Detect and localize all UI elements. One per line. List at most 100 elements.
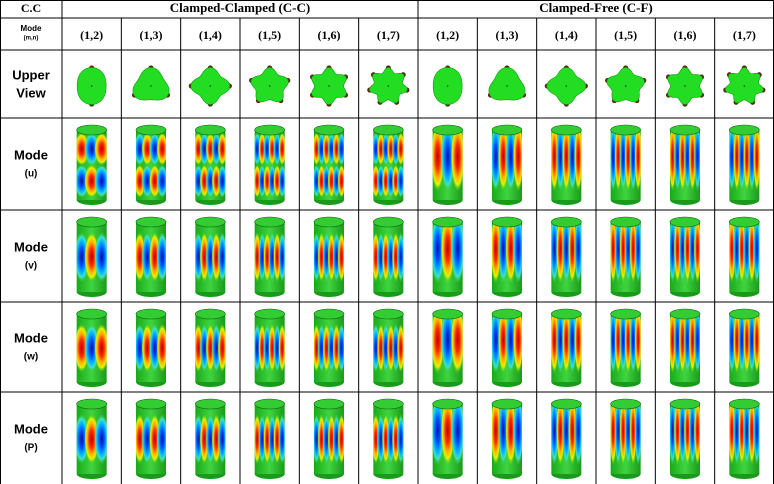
- mode-shape: [135, 308, 167, 387]
- mode-number: (1,6): [318, 28, 341, 42]
- contours: [254, 413, 285, 465]
- contours: [76, 231, 107, 283]
- contours: [492, 314, 522, 374]
- contour-spot: [729, 314, 736, 374]
- contour-spot: [574, 314, 582, 374]
- contours: [195, 323, 226, 373]
- mode-shape: [313, 216, 345, 297]
- contour-spot: [440, 222, 455, 284]
- contour-spot: [753, 314, 760, 374]
- cylinder-top: [195, 398, 226, 410]
- contour-spot: [562, 314, 571, 374]
- mode-shape: [195, 124, 226, 205]
- mode-shape: [76, 308, 107, 387]
- contour-spot: [278, 413, 285, 465]
- contour-spot: [440, 314, 455, 374]
- contour-spot: [733, 130, 741, 192]
- mode-shape: [254, 216, 285, 297]
- mode-shape: [610, 398, 641, 479]
- contour-spot: [743, 130, 751, 192]
- contour-spot: [748, 404, 756, 466]
- header-band: [0, 0, 774, 50]
- contour-spot: [397, 132, 404, 166]
- contours: [136, 231, 166, 283]
- contours: [729, 404, 760, 466]
- mode-shape: [135, 216, 167, 297]
- contour-spot: [674, 314, 681, 374]
- cylinder-top: [373, 216, 404, 228]
- cylinder-top: [551, 124, 582, 136]
- contour-spot: [94, 231, 107, 283]
- contour-spot: [574, 222, 582, 284]
- contour-spot: [743, 314, 751, 374]
- center-dot: [446, 85, 449, 87]
- center-dot: [268, 85, 271, 87]
- contour-spot: [753, 222, 760, 284]
- cylinder-top: [551, 216, 582, 228]
- contours: [314, 132, 344, 198]
- contour-spot: [505, 314, 516, 374]
- contour-spot: [614, 222, 622, 284]
- cylinder-top: [432, 216, 463, 228]
- corner-label: C.C: [21, 1, 41, 15]
- mode-shape: [373, 124, 404, 205]
- contour-spot: [753, 130, 760, 192]
- contour-spot: [278, 164, 285, 198]
- contour-spot: [629, 222, 637, 284]
- contour-spot: [562, 404, 571, 466]
- cylinder-top: [313, 308, 345, 320]
- contour-spot: [748, 314, 756, 374]
- contour-spot: [614, 404, 622, 466]
- contours: [254, 323, 285, 373]
- row-sublabel: (P): [24, 443, 37, 454]
- row-label: Mode: [14, 421, 48, 436]
- contours: [432, 222, 463, 284]
- mode-shape: [610, 124, 641, 205]
- contours: [373, 413, 404, 465]
- contour-spot: [619, 222, 627, 284]
- cylinder-top: [313, 398, 345, 410]
- contour-spot: [156, 323, 166, 373]
- contours: [551, 222, 582, 284]
- row-label: Mode: [14, 147, 48, 162]
- cylinder-top: [313, 216, 345, 228]
- center-dot: [328, 85, 330, 87]
- contour-spot: [278, 231, 285, 283]
- mode-shape: [195, 308, 226, 387]
- contour-spot: [492, 404, 501, 466]
- row-sublabel: (w): [24, 352, 38, 363]
- cylinder-top: [729, 216, 760, 228]
- cylinder-top: [135, 308, 167, 320]
- contour-spot: [670, 404, 676, 466]
- center-dot: [209, 85, 212, 87]
- contour-spot: [498, 314, 509, 374]
- group-title: Clamped-Free (C-F): [539, 0, 652, 15]
- upper-view-shape: [368, 67, 408, 104]
- contour-spot: [738, 314, 746, 374]
- contour-spot: [513, 314, 522, 374]
- cylinder-top: [313, 124, 345, 136]
- contour-spot: [694, 222, 700, 284]
- contour-spot: [217, 132, 226, 166]
- contour-spot: [450, 314, 463, 374]
- mode-number: (1,5): [614, 28, 637, 42]
- contour-spot: [684, 222, 691, 284]
- mode-shape: [254, 124, 285, 205]
- cylinder-top: [432, 124, 463, 136]
- contour-spot: [556, 130, 565, 192]
- upper-view-shape: [606, 67, 645, 103]
- mode-shape: [432, 308, 463, 387]
- contour-spot: [217, 323, 226, 373]
- contours: [314, 413, 344, 465]
- cylinder-top: [195, 308, 226, 320]
- contours: [670, 314, 700, 374]
- mode-shape: [195, 398, 226, 479]
- contours: [492, 404, 522, 466]
- contour-spot: [440, 130, 455, 192]
- cylinder-top: [432, 398, 463, 410]
- mode-shape: [432, 398, 463, 479]
- contour-spot: [694, 404, 700, 466]
- contour-spot: [556, 314, 565, 374]
- contour-spot: [694, 130, 700, 192]
